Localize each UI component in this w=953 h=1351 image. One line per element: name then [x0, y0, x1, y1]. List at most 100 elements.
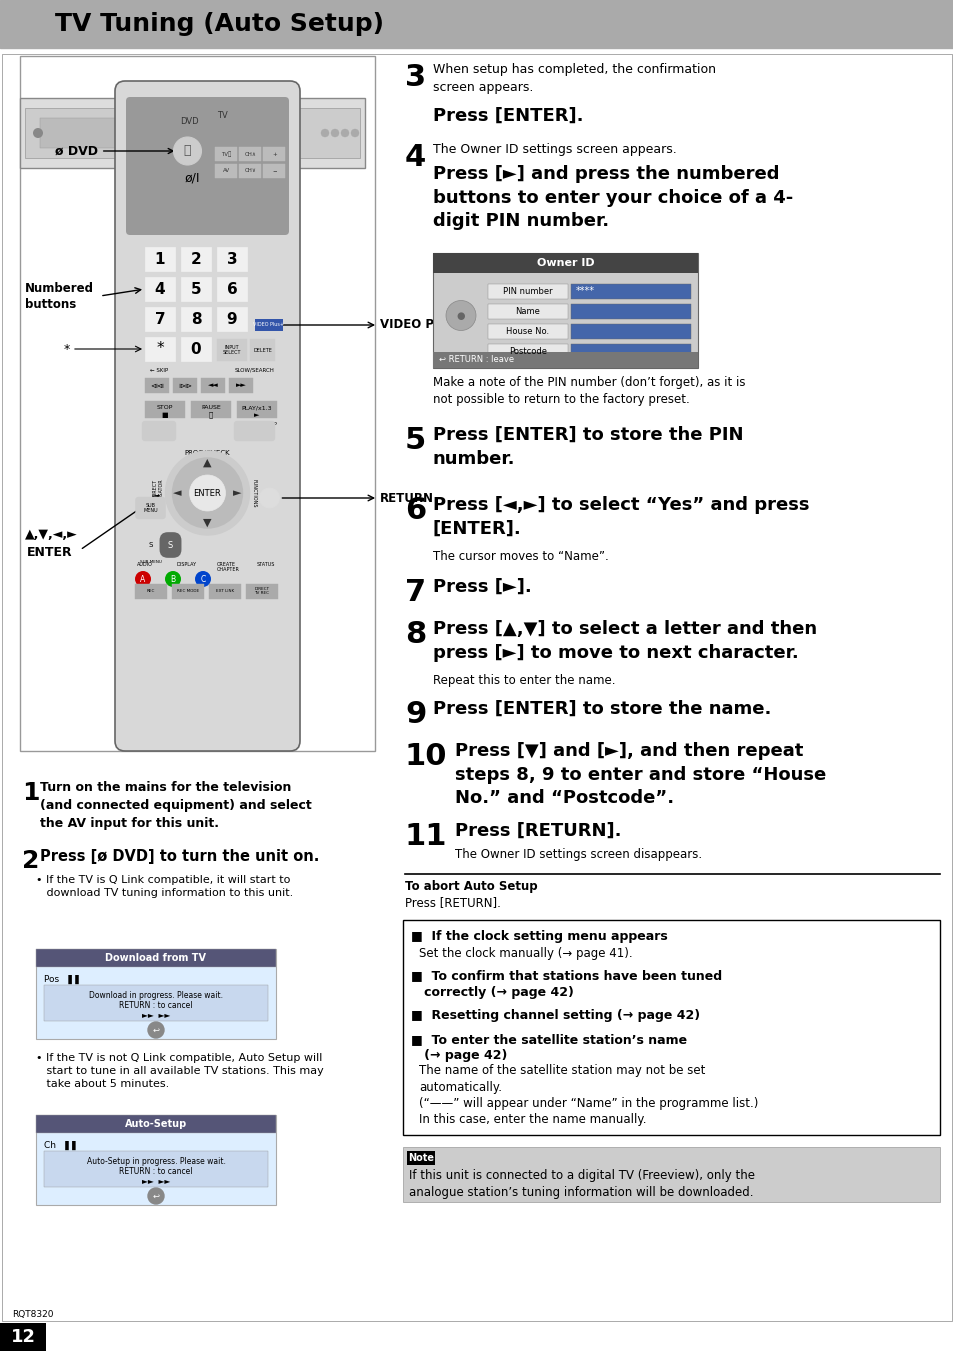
Text: DVD: DVD [180, 116, 198, 126]
Text: Press [ENTER] to store the name.: Press [ENTER] to store the name. [433, 700, 771, 717]
Bar [571, 284, 690, 299]
Circle shape [259, 488, 279, 508]
Text: RETURN : to cancel: RETURN : to cancel [119, 1167, 193, 1177]
Text: AUDIO: AUDIO [137, 562, 152, 567]
Text: MANUAL SKIP: MANUAL SKIP [240, 422, 276, 427]
Bar [216, 339, 247, 361]
Text: Press [◄,►] to select “Yes” and press
[ENTER].: Press [◄,►] to select “Yes” and press [E… [433, 496, 809, 538]
Text: If this unit is connected to a digital TV (Freeview), only the
analogue station’: If this unit is connected to a digital T… [409, 1169, 754, 1198]
Bar [0, 0, 953, 49]
Bar [433, 253, 698, 367]
Text: House No.: House No. [506, 327, 549, 335]
Text: ⧏⧏: ⧏⧏ [150, 382, 164, 389]
Text: 8: 8 [405, 620, 426, 648]
Bar [191, 401, 231, 417]
Bar [181, 307, 211, 331]
Text: ◄: ◄ [173, 488, 182, 499]
Bar [246, 584, 277, 598]
Text: CH∨: CH∨ [244, 169, 256, 173]
Bar [216, 307, 247, 331]
Text: CH∧: CH∧ [244, 151, 256, 157]
Text: ●: ● [456, 311, 465, 320]
Text: 4: 4 [154, 281, 165, 296]
Text: *: * [156, 342, 164, 357]
Bar [20, 55, 375, 751]
Text: 11: 11 [405, 821, 447, 851]
Text: 6: 6 [405, 496, 426, 526]
Text: The Owner ID settings screen disappears.: The Owner ID settings screen disappears. [455, 848, 701, 861]
Text: SLOW/SEARCH: SLOW/SEARCH [234, 367, 274, 373]
Bar [36, 1115, 275, 1133]
Bar [239, 163, 261, 178]
Text: When setup has completed, the confirmation
screen appears.: When setup has completed, the confirmati… [433, 63, 716, 93]
Text: Ch  ▐▐: Ch ▐▐ [44, 1140, 75, 1150]
Bar [145, 401, 185, 417]
Bar [145, 336, 174, 361]
Text: S: S [168, 540, 172, 550]
Text: RQT8320: RQT8320 [12, 1310, 53, 1320]
Bar [229, 378, 253, 393]
Text: ⏸: ⏸ [209, 412, 213, 419]
FancyBboxPatch shape [126, 97, 289, 235]
FancyBboxPatch shape [233, 422, 274, 440]
Text: ↩: ↩ [152, 1192, 159, 1201]
Text: DISPLAY: DISPLAY [177, 562, 197, 567]
Circle shape [165, 571, 181, 586]
Text: ø/I: ø/I [185, 172, 200, 185]
Text: SUB
MENU: SUB MENU [143, 503, 157, 513]
Bar [250, 339, 274, 361]
Text: The name of the satellite station may not be set
automatically.
(“——” will appea: The name of the satellite station may no… [418, 1065, 758, 1127]
Text: SUB MENU: SUB MENU [139, 561, 161, 563]
Circle shape [148, 1188, 164, 1204]
Text: Set the clock manually (→ page 41).: Set the clock manually (→ page 41). [418, 947, 632, 959]
Circle shape [148, 1021, 164, 1038]
Bar [172, 378, 196, 393]
Text: ↩: ↩ [152, 1025, 159, 1035]
Text: • If the TV is Q Link compatible, it will start to
   download TV tuning informa: • If the TV is Q Link compatible, it wil… [36, 875, 293, 898]
Text: 9: 9 [227, 312, 237, 327]
Text: STOP: STOP [156, 405, 173, 409]
Text: ⧐⧐: ⧐⧐ [178, 382, 192, 389]
Bar [433, 253, 698, 273]
Bar [216, 277, 247, 301]
Circle shape [446, 300, 476, 331]
Bar [36, 948, 275, 967]
Text: DELETE: DELETE [253, 347, 272, 353]
Bar [215, 147, 237, 161]
Bar [263, 163, 285, 178]
Text: TV Tuning (Auto Setup): TV Tuning (Auto Setup) [55, 12, 384, 36]
Bar [209, 584, 241, 598]
Circle shape [190, 476, 225, 511]
Bar [488, 324, 567, 339]
Bar [181, 277, 211, 301]
Text: • If the TV is not Q Link compatible, Auto Setup will
   start to tune in all av: • If the TV is not Q Link compatible, Au… [36, 1052, 323, 1089]
Text: Press [▼] and [►], and then repeat
steps 8, 9 to enter and store “House
No.” and: Press [▼] and [►], and then repeat steps… [455, 742, 825, 807]
Text: STATUS: STATUS [256, 562, 275, 567]
Text: ****: **** [576, 286, 595, 296]
Text: 0: 0 [191, 342, 201, 357]
Text: FUNCTIONS: FUNCTIONS [252, 478, 256, 507]
Text: Turn on the mains for the television
(and connected equipment) and select
the AV: Turn on the mains for the television (an… [40, 781, 312, 830]
Text: REC: REC [147, 589, 155, 593]
Circle shape [351, 128, 358, 136]
Text: Auto-Setup: Auto-Setup [125, 1119, 187, 1129]
Text: VIDEO Plus+: VIDEO Plus+ [379, 319, 462, 331]
Text: ■  Resetting channel setting (→ page 42): ■ Resetting channel setting (→ page 42) [411, 1008, 700, 1021]
Text: ▼: ▼ [203, 517, 212, 528]
Text: B: B [171, 574, 175, 584]
Text: The cursor moves to “Name”.: The cursor moves to “Name”. [433, 550, 608, 563]
Bar [215, 163, 237, 178]
Text: 12: 12 [10, 1328, 35, 1346]
Circle shape [173, 136, 201, 165]
Text: ■  To confirm that stations have been tuned
   correctly (→ page 42): ■ To confirm that stations have been tun… [411, 970, 721, 998]
Bar [201, 378, 225, 393]
FancyBboxPatch shape [115, 81, 299, 751]
Bar [402, 920, 939, 1135]
Text: Press [►] and press the numbered
buttons to enter your choice of a 4-
digit PIN : Press [►] and press the numbered buttons… [433, 165, 792, 230]
Text: REC MODE: REC MODE [176, 589, 199, 593]
Text: AV: AV [223, 169, 230, 173]
Text: TV⏻: TV⏻ [221, 151, 232, 157]
Text: ■: ■ [161, 412, 168, 417]
Text: Press [ENTER] to store the PIN
number.: Press [ENTER] to store the PIN number. [433, 426, 742, 467]
Bar [263, 147, 285, 161]
